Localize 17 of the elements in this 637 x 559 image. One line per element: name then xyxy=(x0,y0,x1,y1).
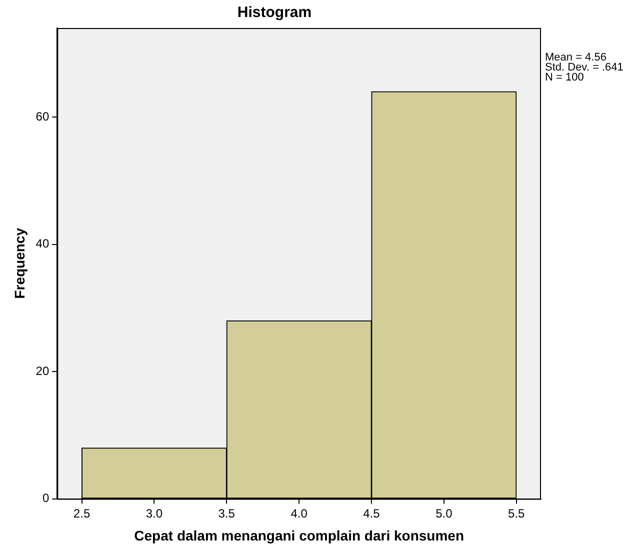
x-axis-title: Cepat dalam menangani complain dari konsumen xyxy=(134,527,464,544)
x-tick-label: 5.0 xyxy=(436,506,453,520)
text: Std. Dev. = .641 xyxy=(545,62,624,74)
y-tick-label: 20 xyxy=(36,364,50,378)
text: N = 100 xyxy=(545,72,584,84)
x-tick-label: 5.5 xyxy=(508,506,526,520)
chart-title: Histogram xyxy=(237,4,312,22)
y-tick-label: 60 xyxy=(36,109,50,124)
x-tick-label: 2.5 xyxy=(73,506,90,520)
y-axis-title: Frequency xyxy=(11,228,28,299)
text: Mean = 4.56 xyxy=(545,52,606,64)
y-tick-label: 0 xyxy=(42,491,50,506)
x-tick-label: 3.0 xyxy=(146,506,163,520)
x-tick-label: 4.0 xyxy=(290,506,308,520)
y-tick-label: 40 xyxy=(36,236,50,251)
x-tick-label: 3.5 xyxy=(218,506,236,520)
x-tick-label: 4.5 xyxy=(363,506,380,520)
